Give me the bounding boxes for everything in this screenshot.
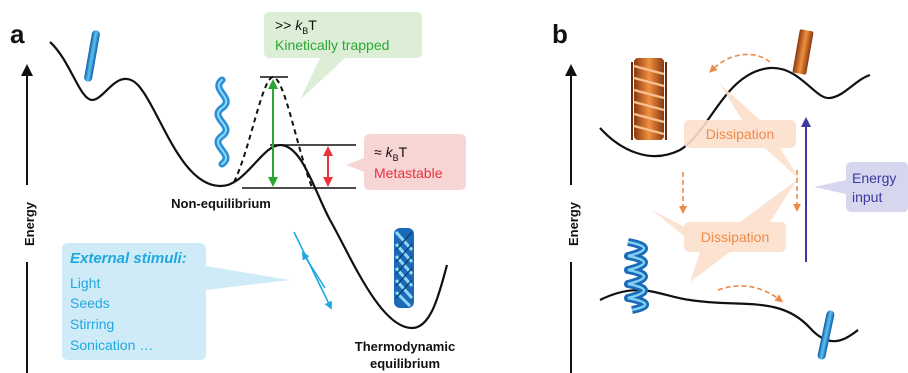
straight-rod-icon — [84, 30, 100, 82]
orange-helix-rod-icon — [631, 58, 667, 140]
blue-helix-icon — [624, 238, 649, 314]
energy-input-line2: input — [852, 189, 882, 205]
stimuli-item-stirring: Stirring — [70, 316, 114, 332]
panel-a-label: a — [10, 19, 25, 49]
stimuli-item-seeds: Seeds — [70, 295, 110, 311]
panel-b-label: b — [552, 19, 568, 49]
thermodynamic-label-line1: Thermodynamic — [355, 339, 455, 354]
kinetic-T: T — [308, 17, 317, 33]
panel-b-upper-curve — [599, 66, 871, 158]
stimuli-item-sonication: Sonication … — [70, 337, 153, 353]
metastable-callout: ≈ kBT Metastable — [346, 134, 466, 190]
metastable-sub: B — [393, 153, 399, 163]
panel-a-axis-label: Energy — [22, 201, 37, 246]
non-equilibrium-label: Non-equilibrium — [171, 196, 271, 211]
panel-b-energy-axis: Energy — [565, 64, 581, 373]
panel-a-energy-axis: Energy — [21, 64, 37, 373]
kinetic-k: k — [295, 17, 303, 33]
stimuli-callout: External stimuli: Light Seeds Stirring S… — [62, 243, 290, 360]
stimuli-title: External stimuli: — [70, 250, 187, 267]
metastable-prefix: ≈ — [374, 144, 386, 160]
kinetic-caption: Kinetically trapped — [275, 37, 389, 53]
panel-a-energy-curve — [49, 41, 449, 330]
dissipation-label-bottom: Dissipation — [701, 229, 769, 245]
kinetic-callout: >> kBT Kinetically trapped — [264, 12, 422, 100]
twisted-bundle-icon — [394, 228, 414, 308]
kinetic-prefix: >> — [275, 17, 295, 33]
panel-a-reference-lines — [242, 76, 356, 189]
energy-input-callout: Energy input — [814, 162, 908, 212]
orange-rod-icon — [792, 29, 814, 75]
wavy-fiber-highlight — [217, 79, 228, 165]
dissipation-label-top: Dissipation — [706, 126, 774, 142]
panel-a-kinetic-barrier — [233, 75, 314, 191]
blue-rod-icon — [817, 310, 835, 360]
svg-text:≈ kBT: ≈ kBT — [374, 144, 408, 163]
stimuli-item-light: Light — [70, 275, 100, 291]
thermodynamic-label-line2: equilibrium — [370, 356, 440, 371]
metastable-T: T — [399, 144, 408, 160]
dissipation-callout-bottom: Dissipation — [652, 180, 797, 282]
panel-b-axis-label: Energy — [566, 201, 581, 246]
dissipation-callout-top: Dissipation — [684, 84, 800, 180]
metastable-k: k — [386, 144, 394, 160]
kinetic-sub: B — [302, 26, 308, 36]
stimuli-arrow-down — [293, 231, 332, 310]
dissipation-arrow-top — [709, 53, 771, 73]
svg-text:>> kBT: >> kBT — [275, 17, 317, 36]
dissipation-arrow-bottom — [717, 285, 784, 303]
metastable-caption: Metastable — [374, 165, 443, 181]
energy-input-line1: Energy — [852, 170, 896, 186]
